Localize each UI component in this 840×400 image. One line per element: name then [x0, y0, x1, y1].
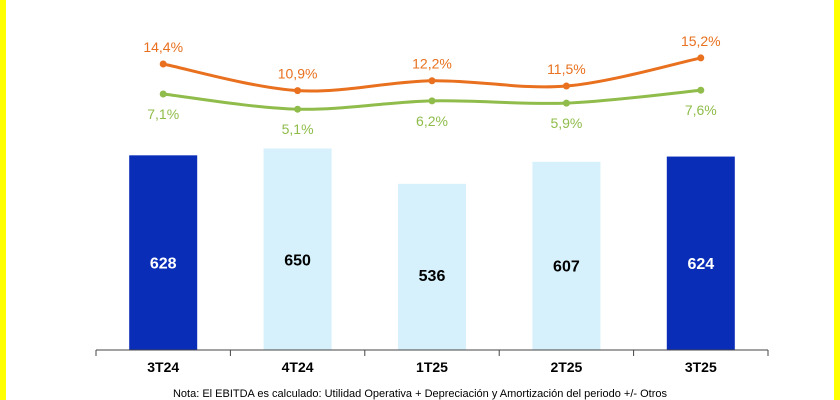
bar-2T25 — [532, 161, 601, 350]
green-series-point — [428, 97, 436, 105]
green-series-point — [562, 99, 570, 107]
orange-series-data-label: 11,5% — [547, 61, 586, 77]
bar-3T24 — [129, 155, 198, 350]
x-tick-label: 4T24 — [282, 359, 314, 375]
bar-4T24 — [263, 148, 332, 350]
orange-series-point — [159, 60, 167, 68]
bar-value-label: 650 — [284, 252, 311, 269]
green-series-data-label: 5,1% — [282, 121, 314, 137]
green-series-data-label: 7,6% — [685, 102, 717, 118]
green-series-data-label: 5,9% — [550, 115, 582, 131]
orange-series-data-label: 12,2% — [412, 56, 452, 72]
orange-series-point — [294, 87, 302, 95]
orange-series-point — [428, 77, 436, 85]
green-series-data-label: 6,2% — [416, 113, 448, 129]
green-series-data-label: 7,1% — [147, 106, 179, 122]
green-series-point — [697, 86, 705, 94]
green-series-point — [294, 105, 302, 113]
footnote: Nota: El EBITDA es calculado: Utilidad O… — [172, 388, 667, 400]
green-series-point — [159, 90, 167, 98]
x-tick-label: 3T25 — [685, 359, 717, 375]
orange-series-data-label: 10,9% — [278, 66, 318, 82]
orange-series-data-label: 15,2% — [681, 33, 721, 49]
x-tick-label: 3T24 — [147, 359, 179, 375]
bar-value-label: 607 — [553, 258, 580, 275]
bar-3T25 — [666, 156, 735, 350]
x-tick-label: 1T25 — [416, 359, 448, 375]
bar-1T25 — [398, 183, 466, 350]
bar-value-label: 536 — [419, 268, 446, 285]
orange-series-point — [697, 54, 705, 62]
orange-series-point — [562, 82, 570, 90]
bar-value-label: 624 — [687, 256, 714, 273]
ebitda-chart: 628 650 536 607 624 14,4% 10,9% 12,2% 11,5% 15,2… — [95, 33, 769, 375]
chart-frame: 628 650 536 607 624 14,4% 10,9% 12,2% 11,5% 15,2… — [6, 0, 834, 400]
orange-series-data-label: 14,4% — [143, 39, 183, 55]
x-tick-label: 2T25 — [550, 359, 582, 375]
bar-value-label: 628 — [150, 255, 177, 272]
